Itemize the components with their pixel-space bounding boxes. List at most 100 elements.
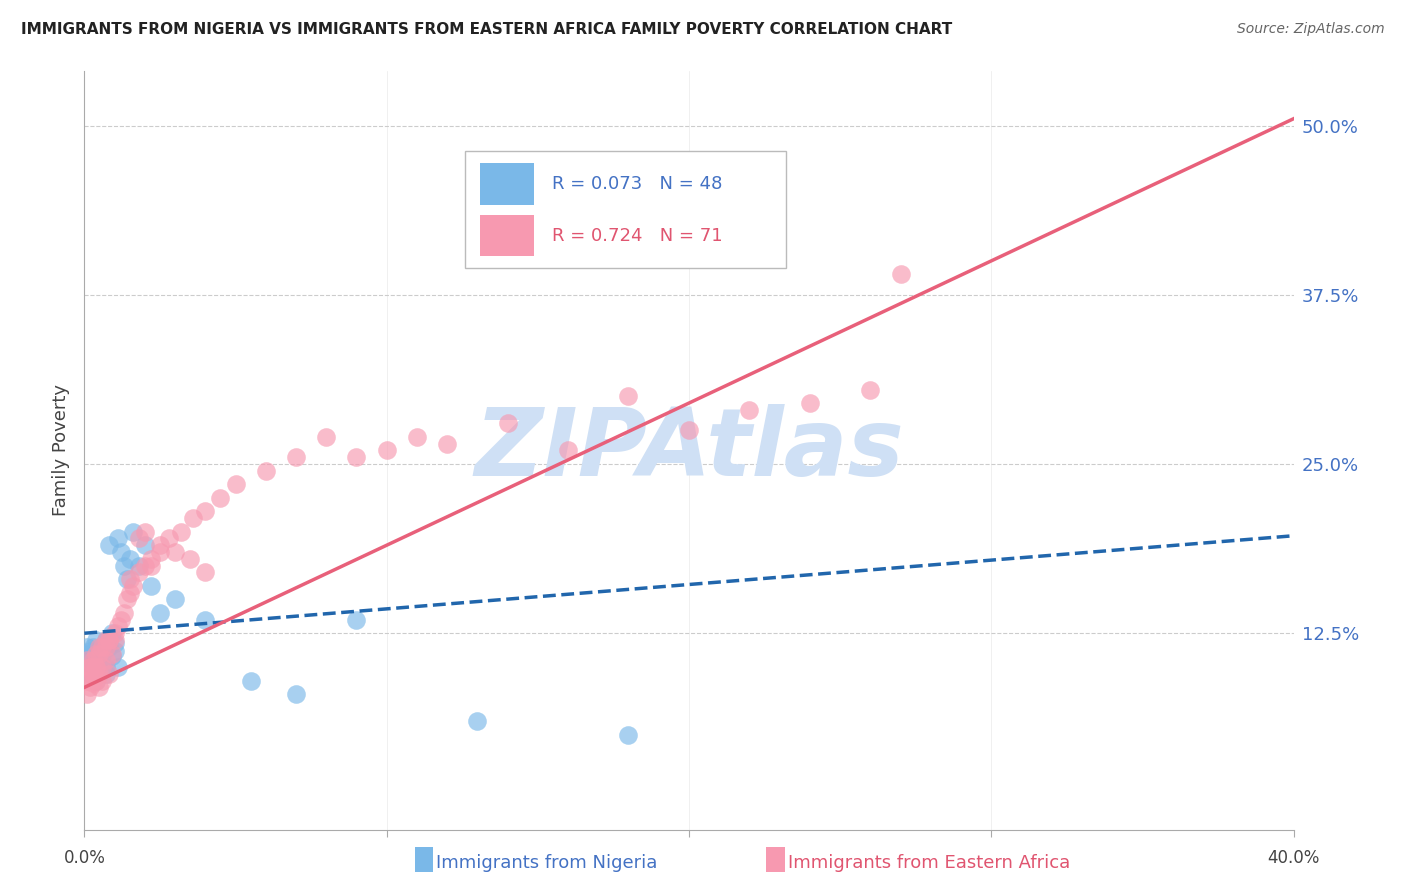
Point: [89, 666, 111, 681]
Point: [346, 450, 368, 465]
Text: ZIPAtlas: ZIPAtlas: [474, 404, 904, 497]
Text: Source: ZipAtlas.com: Source: ZipAtlas.com: [1237, 22, 1385, 37]
Point: [134, 538, 156, 552]
Point: [149, 538, 172, 552]
Point: [149, 606, 172, 620]
Point: [82, 653, 104, 667]
Point: [170, 524, 193, 539]
Point: [617, 728, 640, 742]
Point: [859, 383, 882, 397]
Point: [82, 640, 104, 654]
Point: [112, 558, 135, 573]
Point: [121, 524, 143, 539]
Point: [118, 551, 141, 566]
Point: [118, 585, 141, 599]
Point: [82, 676, 104, 690]
Point: [89, 647, 111, 661]
Point: [76, 673, 98, 688]
Point: [86, 673, 108, 688]
Point: [890, 268, 912, 282]
Point: [97, 640, 120, 654]
FancyBboxPatch shape: [479, 163, 534, 205]
Point: [94, 633, 117, 648]
Point: [91, 640, 114, 654]
Point: [79, 660, 101, 674]
Point: [139, 579, 162, 593]
Point: [104, 633, 127, 648]
Point: [254, 464, 277, 478]
Point: [91, 649, 114, 664]
Point: [89, 647, 111, 661]
Point: [89, 640, 111, 654]
Point: [76, 653, 98, 667]
FancyBboxPatch shape: [465, 151, 786, 268]
Point: [165, 545, 187, 559]
Point: [86, 649, 108, 664]
Point: [86, 647, 108, 661]
Point: [82, 660, 104, 674]
Point: [209, 491, 232, 505]
Point: [79, 660, 101, 674]
Point: [139, 551, 162, 566]
Point: [165, 592, 187, 607]
Point: [557, 213, 579, 227]
Point: [118, 572, 141, 586]
Point: [285, 687, 308, 701]
Point: [79, 660, 101, 674]
Point: [181, 511, 204, 525]
Point: [194, 504, 217, 518]
Text: 40.0%: 40.0%: [1267, 849, 1320, 867]
Point: [557, 443, 579, 458]
Point: [91, 640, 114, 654]
Point: [128, 532, 150, 546]
Point: [76, 640, 98, 654]
Point: [100, 626, 122, 640]
Point: [104, 626, 127, 640]
Point: [79, 681, 101, 695]
Point: [128, 566, 150, 580]
Point: [76, 647, 98, 661]
Point: [79, 644, 101, 658]
Point: [89, 681, 111, 695]
Point: [110, 613, 132, 627]
Point: [97, 666, 120, 681]
Point: [406, 430, 429, 444]
Point: [89, 653, 111, 667]
Point: [82, 666, 104, 681]
Point: [94, 633, 117, 648]
Point: [149, 545, 172, 559]
Point: [285, 450, 308, 465]
Point: [91, 660, 114, 674]
Point: [315, 430, 337, 444]
Point: [91, 673, 114, 688]
Text: R = 0.073   N = 48: R = 0.073 N = 48: [553, 175, 723, 193]
Point: [128, 558, 150, 573]
Point: [115, 572, 138, 586]
Point: [134, 558, 156, 573]
Point: [179, 551, 201, 566]
Point: [194, 566, 217, 580]
Point: [104, 636, 127, 650]
Point: [94, 640, 117, 654]
Point: [107, 660, 129, 674]
Point: [97, 633, 120, 648]
Point: [617, 389, 640, 403]
Point: [112, 606, 135, 620]
Point: [100, 647, 122, 661]
Point: [375, 443, 398, 458]
Point: [94, 660, 117, 674]
Point: [121, 579, 143, 593]
Point: [104, 644, 127, 658]
Point: [139, 558, 162, 573]
Point: [86, 633, 108, 648]
Point: [738, 402, 761, 417]
Point: [86, 660, 108, 674]
Point: [436, 436, 458, 450]
Text: R = 0.724   N = 71: R = 0.724 N = 71: [553, 227, 723, 244]
Point: [91, 660, 114, 674]
Point: [94, 666, 117, 681]
Text: Immigrants from Eastern Africa: Immigrants from Eastern Africa: [787, 854, 1070, 871]
Text: Immigrants from Nigeria: Immigrants from Nigeria: [436, 854, 658, 871]
Point: [97, 633, 120, 648]
Point: [107, 532, 129, 546]
